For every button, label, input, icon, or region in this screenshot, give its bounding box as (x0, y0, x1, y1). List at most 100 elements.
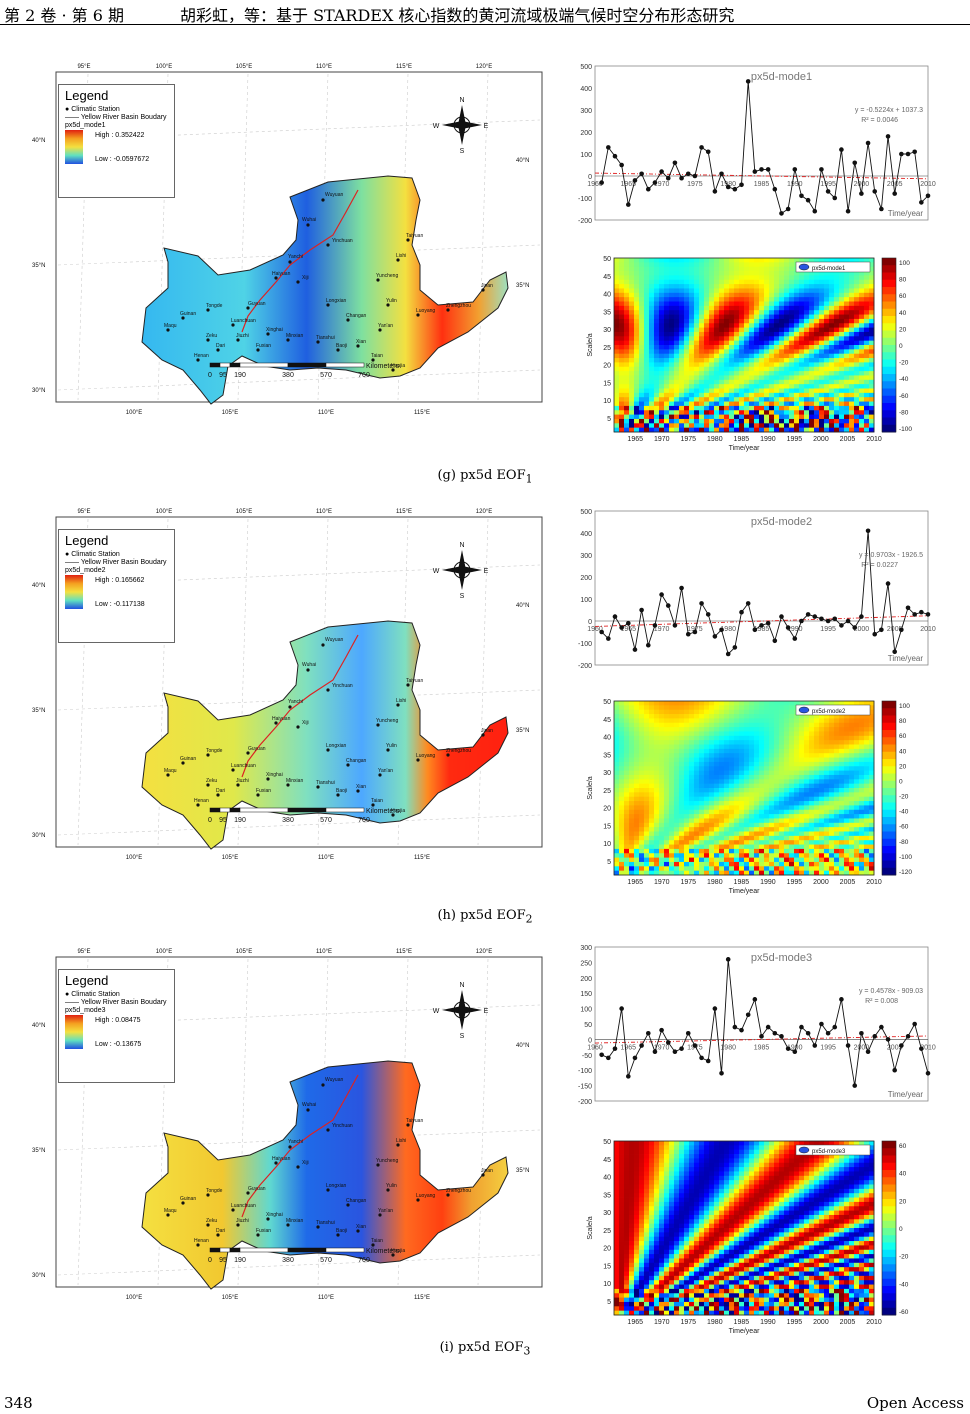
series-point (839, 623, 844, 628)
series-point (859, 1030, 864, 1036)
station-label: Maqu (164, 768, 177, 774)
time-series-chart-1: 500 400 300 200 100 0 -100 -200 1960 1965 1970 1975… (578, 64, 936, 225)
colorbar-tick-label: 40 (899, 310, 907, 317)
scale-tick: 0 (208, 372, 212, 379)
figure-caption-1: (g) px5d EOF1 (385, 468, 585, 486)
station-label: Longxian (326, 298, 347, 304)
colorbar-tick-label: -100 (899, 854, 912, 861)
station-label: Xinghai (266, 1212, 283, 1218)
y-tick-label: 300 (580, 108, 592, 115)
compass-e-label: E (484, 123, 489, 130)
lon-label-top: 120°E (476, 949, 492, 955)
y-tick-label: 45 (603, 1157, 611, 1164)
series-point (799, 193, 804, 199)
scale-tick: 0 (208, 1257, 212, 1264)
station-label: Minxian (286, 333, 303, 339)
lon-label-bottom: 115°E (414, 855, 430, 861)
wavelet-legend-label: px5d-mode2 (812, 709, 846, 715)
series-point (812, 208, 818, 214)
wavelet-legend-label: px5d-mode1 (812, 266, 846, 272)
series-point (885, 581, 891, 586)
legend-boundary-label: Yellow River Basin Boudary (80, 114, 167, 121)
colorbar-tick-label: -60 (899, 393, 909, 400)
series-point (632, 647, 638, 652)
colorbar-tick-label: 0 (899, 343, 903, 350)
x-tick-label: 1980 (720, 626, 736, 633)
series-point (645, 1030, 651, 1036)
lon-label-bottom: 100°E (126, 410, 142, 416)
station-label: Xinghai (266, 772, 283, 778)
series-point (785, 1046, 791, 1051)
station-label: Luoyang (416, 1193, 435, 1199)
colorbar-tick-label: 0 (899, 1226, 903, 1233)
series-point (606, 145, 611, 150)
colorbar-tick-label: 20 (899, 1198, 907, 1205)
series-point (879, 206, 884, 212)
station-label: Yinchuan (332, 683, 353, 689)
series-point (612, 153, 618, 159)
x-tick-label: 1965 (627, 1319, 643, 1326)
colorbar-tick-label: -100 (899, 426, 912, 433)
series-point (745, 1012, 751, 1018)
x-tick-label: 1995 (820, 1044, 836, 1051)
trend-equation: y = 0.9703x - 1926.5 (859, 552, 923, 559)
colorbar-tick-label: 100 (899, 260, 910, 267)
y-tick-label: 50 (603, 256, 611, 263)
series-point (719, 1070, 724, 1076)
figure-caption-3: (i) px5d EOF3 (385, 1340, 585, 1358)
station-label: Xian (356, 784, 366, 790)
station-label: Lishi (396, 253, 406, 259)
station-label: Zeku (206, 778, 217, 784)
station-label: Yuncheng (376, 718, 398, 724)
series-point (659, 169, 664, 174)
x-tick-label: 2005 (887, 181, 903, 188)
x-tick-label: 1995 (787, 436, 803, 443)
colorbar-tick-label: -40 (899, 1281, 909, 1288)
y-tick-label: 15 (603, 1263, 611, 1270)
station-label: Wuhai (302, 662, 316, 668)
series-point (739, 182, 744, 188)
station-label: Baoji (336, 1228, 347, 1234)
y-tick-label: 5 (607, 859, 611, 866)
colorbar-tick-label: 80 (899, 277, 907, 284)
series-point (632, 178, 638, 183)
series-point (679, 585, 684, 591)
x-tick-label: 1985 (734, 879, 750, 886)
station-label: Guinan (180, 311, 196, 317)
series-point (892, 191, 897, 196)
y-tick-label: 10 (603, 841, 611, 848)
lon-label-bottom: 110°E (318, 855, 334, 861)
y-tick-label: -200 (578, 663, 592, 670)
series-point (865, 528, 871, 534)
lon-label-bottom: 110°E (318, 410, 334, 416)
series-point (845, 1043, 851, 1048)
series-point (832, 195, 838, 201)
lat-label-right: 35°N (516, 283, 529, 289)
y-tick-label: 50 (603, 1139, 611, 1146)
y-tick-label: 35 (603, 752, 611, 759)
station-label: Changan (346, 1198, 367, 1204)
lon-label-top: 110°E (316, 64, 332, 70)
series-point (699, 601, 704, 606)
station-label: Wuyuan (325, 1077, 343, 1083)
y-tick-label: 50 (603, 699, 611, 706)
station-label: Yan'an (378, 768, 393, 774)
lon-label-top: 100°E (156, 509, 172, 515)
color-ramp (65, 130, 83, 164)
colorbar-tick-label: -20 (899, 1254, 909, 1261)
wavelet-chart-1: 50 45 40 35 30 25 20 15 10 5 1965 1970 1975 1980 1985 1… (587, 256, 912, 452)
lon-label-bottom: 115°E (414, 410, 430, 416)
series-point (852, 160, 858, 166)
station-label: Yan'an (378, 1208, 393, 1214)
scale-tick: 380 (282, 817, 294, 824)
x-tick-label: 1985 (754, 181, 770, 188)
station-label: Wuhai (302, 217, 316, 223)
compass-w-label: W (433, 1008, 440, 1015)
series-point (599, 629, 604, 635)
lon-label-top: 120°E (476, 64, 492, 70)
series-point (772, 186, 778, 192)
lon-label-top: 95°E (77, 949, 90, 955)
color-ramp (65, 575, 83, 609)
colorbar-tick-label: 60 (899, 733, 907, 740)
station-label: Jinan (481, 728, 493, 734)
